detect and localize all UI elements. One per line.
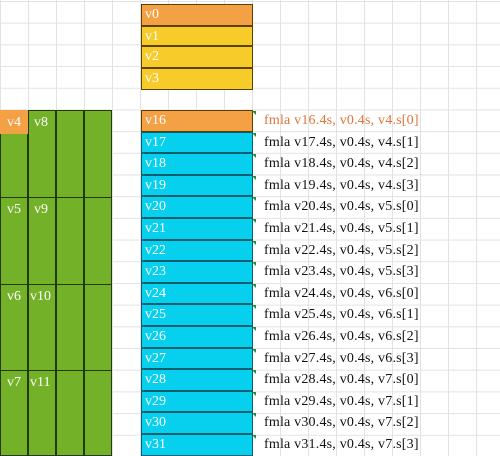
fmla-instruction[interactable]: fmla v30.4s, v0.4s, v7.s[2] [264,415,419,430]
accumulator-v24[interactable]: v24 [141,283,253,304]
accumulator-v25[interactable]: v25 [141,304,253,326]
register-v11-label[interactable]: v11 [30,375,51,390]
fmla-instruction[interactable]: fmla v22.4s, v0.4s, v5.s[2] [264,243,419,258]
register-v5-label[interactable]: v5 [7,202,21,217]
accumulator-v17[interactable]: v17 [141,132,253,153]
register-v3[interactable]: v3 [141,68,253,90]
register-v4-label[interactable]: v4 [7,115,21,130]
register-v1[interactable]: v1 [141,26,253,46]
register-v8-label[interactable]: v8 [34,115,48,130]
a-column-3 [56,110,84,456]
register-v0[interactable]: v0 [141,4,253,26]
cell-comment-marker [252,413,256,417]
accumulator-v30[interactable]: v30 [141,412,253,434]
register-v7-label[interactable]: v7 [7,375,21,390]
fmla-instruction[interactable]: fmla v23.4s, v0.4s, v5.s[3] [264,264,419,279]
cell-comment-marker [252,176,256,180]
cell-comment-marker [252,262,256,266]
accumulator-v23[interactable]: v23 [141,261,253,283]
a-group-divider [0,370,112,371]
cell-comment-marker [252,197,256,201]
fmla-instruction[interactable]: fmla v29.4s, v0.4s, v7.s[1] [264,394,419,409]
a-column-1 [0,110,28,456]
fmla-instruction[interactable]: fmla v17.4s, v0.4s, v4.s[1] [264,135,419,150]
a-column-2 [28,110,56,456]
fmla-instruction[interactable]: fmla v19.4s, v0.4s, v4.s[3] [264,178,419,193]
fmla-instruction[interactable]: fmla v26.4s, v0.4s, v6.s[2] [264,329,419,344]
accumulator-v20[interactable]: v20 [141,196,253,218]
fmla-instruction[interactable]: fmla v24.4s, v0.4s, v6.s[0] [264,286,419,301]
cell-comment-marker [252,370,256,374]
cell-comment-marker [252,241,256,245]
cell-comment-marker [252,435,256,439]
accumulator-v31[interactable]: v31 [141,434,253,456]
register-v10-label[interactable]: v10 [30,289,51,304]
cell-comment-marker [252,305,256,309]
register-v9-label[interactable]: v9 [34,202,48,217]
accumulator-v16[interactable]: v16 [141,110,253,132]
accumulator-v27[interactable]: v27 [141,348,253,369]
a-group-divider [0,197,112,198]
register-v6-label[interactable]: v6 [7,289,21,304]
accumulator-v18[interactable]: v18 [141,153,253,175]
fmla-instruction[interactable]: fmla v28.4s, v0.4s, v7.s[0] [264,372,419,387]
cell-comment-marker [252,219,256,223]
fmla-instruction[interactable]: fmla v27.4s, v0.4s, v6.s[3] [264,351,419,366]
accumulator-v26[interactable]: v26 [141,326,253,348]
register-v4-highlight [0,110,28,134]
cell-comment-marker [252,327,256,331]
fmla-instruction[interactable]: fmla v31.4s, v0.4s, v7.s[3] [264,437,419,452]
cell-comment-marker [252,284,256,288]
fmla-instruction[interactable]: fmla v16.4s, v0.4s, v4.s[0] [264,113,419,128]
fmla-instruction[interactable]: fmla v20.4s, v0.4s, v5.s[0] [264,199,419,214]
cell-comment-marker [252,392,256,396]
a-group-divider [0,284,112,285]
accumulator-v22[interactable]: v22 [141,240,253,261]
accumulator-v21[interactable]: v21 [141,218,253,240]
cell-comment-marker [252,349,256,353]
cell-comment-marker [252,111,256,115]
fmla-instruction[interactable]: fmla v25.4s, v0.4s, v6.s[1] [264,307,419,322]
accumulator-v29[interactable]: v29 [141,391,253,412]
cell-comment-marker [252,154,256,158]
a-column-4 [84,110,112,456]
fmla-instruction[interactable]: fmla v18.4s, v0.4s, v4.s[2] [264,156,419,171]
cell-comment-marker [252,133,256,137]
register-v2[interactable]: v2 [141,46,253,68]
accumulator-v28[interactable]: v28 [141,369,253,391]
accumulator-v19[interactable]: v19 [141,175,253,196]
fmla-instruction[interactable]: fmla v21.4s, v0.4s, v5.s[1] [264,221,419,236]
